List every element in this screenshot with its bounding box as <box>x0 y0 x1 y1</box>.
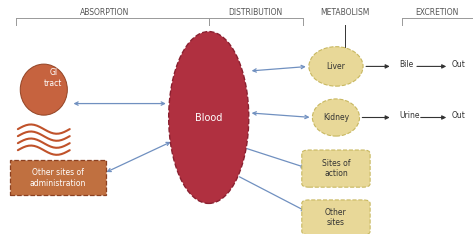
Text: Kidney: Kidney <box>323 113 349 122</box>
Text: Liver: Liver <box>327 62 346 71</box>
FancyBboxPatch shape <box>302 200 370 235</box>
Ellipse shape <box>169 31 249 204</box>
Ellipse shape <box>312 99 359 136</box>
Text: GI
tract: GI tract <box>44 68 63 88</box>
Ellipse shape <box>309 47 363 86</box>
FancyBboxPatch shape <box>302 150 370 187</box>
Text: ABSORPTION: ABSORPTION <box>81 8 130 17</box>
Text: Other
sites: Other sites <box>325 208 347 227</box>
Ellipse shape <box>20 64 67 115</box>
Text: Out: Out <box>451 111 465 120</box>
Text: Out: Out <box>451 60 465 69</box>
Text: METABOLISM: METABOLISM <box>321 8 370 17</box>
Text: Bile: Bile <box>400 60 414 69</box>
Text: Blood: Blood <box>195 113 222 122</box>
Text: Urine: Urine <box>400 111 420 120</box>
Text: EXCRETION: EXCRETION <box>416 8 459 17</box>
Text: Other sites of
administration: Other sites of administration <box>30 168 86 188</box>
Text: Sites of
action: Sites of action <box>322 159 350 178</box>
FancyBboxPatch shape <box>9 161 106 195</box>
Text: DISTRIBUTION: DISTRIBUTION <box>229 8 283 17</box>
